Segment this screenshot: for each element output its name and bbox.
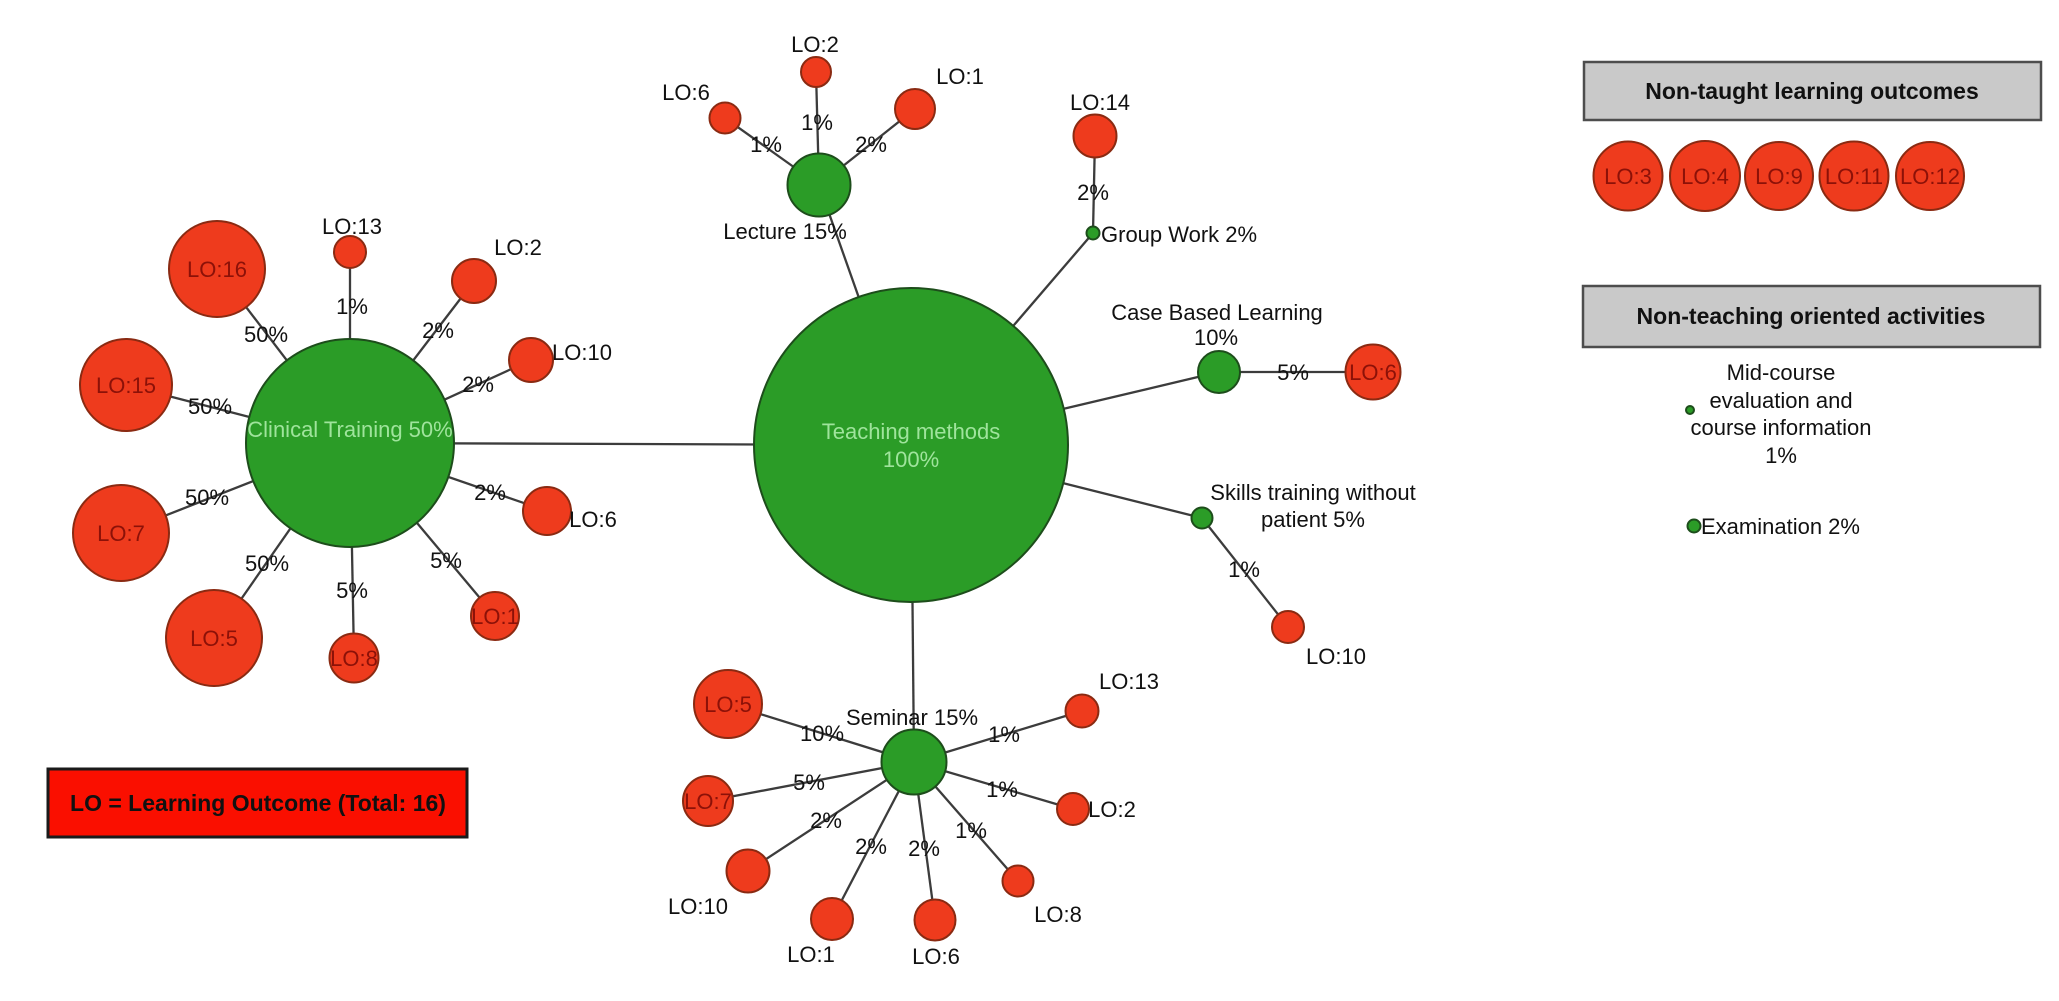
svg-text:LO:1: LO:1 bbox=[471, 604, 519, 629]
svg-text:LO:1: LO:1 bbox=[936, 64, 984, 89]
svg-text:1%: 1% bbox=[1228, 557, 1260, 582]
svg-text:1%: 1% bbox=[801, 110, 833, 135]
svg-text:5%: 5% bbox=[793, 770, 825, 795]
svg-text:LO:7: LO:7 bbox=[97, 521, 145, 546]
svg-text:2%: 2% bbox=[474, 480, 506, 505]
svg-text:evaluation and: evaluation and bbox=[1709, 388, 1852, 413]
svg-text:Examination 2%: Examination 2% bbox=[1701, 514, 1860, 539]
svg-text:LO:16: LO:16 bbox=[187, 257, 247, 282]
svg-text:LO:6: LO:6 bbox=[662, 80, 710, 105]
svg-text:Non-taught learning outcomes: Non-taught learning outcomes bbox=[1645, 78, 1979, 104]
svg-text:LO:2: LO:2 bbox=[1088, 797, 1136, 822]
svg-text:LO:4: LO:4 bbox=[1681, 164, 1729, 189]
svg-text:patient 5%: patient 5% bbox=[1261, 507, 1365, 532]
svg-text:LO:2: LO:2 bbox=[494, 235, 542, 260]
svg-text:LO:1: LO:1 bbox=[787, 942, 835, 967]
svg-text:50%: 50% bbox=[244, 322, 288, 347]
svg-text:LO:11: LO:11 bbox=[1825, 164, 1883, 189]
svg-text:LO:13: LO:13 bbox=[1099, 669, 1159, 694]
svg-text:LO:2: LO:2 bbox=[791, 32, 839, 57]
svg-text:Clinical Training 50%: Clinical Training 50% bbox=[247, 417, 452, 442]
svg-text:Skills training without: Skills training without bbox=[1210, 480, 1415, 505]
svg-text:LO:6: LO:6 bbox=[1349, 360, 1397, 385]
svg-text:5%: 5% bbox=[1277, 360, 1309, 385]
svg-text:50%: 50% bbox=[185, 485, 229, 510]
svg-text:50%: 50% bbox=[245, 551, 289, 576]
svg-text:LO:10: LO:10 bbox=[1306, 644, 1366, 669]
svg-text:LO = Learning Outcome (Total:: LO = Learning Outcome (Total: 16) bbox=[70, 790, 446, 816]
svg-text:Mid-course: Mid-course bbox=[1727, 360, 1836, 385]
svg-text:10%: 10% bbox=[1194, 325, 1238, 350]
svg-text:1%: 1% bbox=[986, 777, 1018, 802]
svg-text:LO:12: LO:12 bbox=[1900, 164, 1960, 189]
svg-text:10%: 10% bbox=[800, 721, 844, 746]
svg-text:LO:10: LO:10 bbox=[552, 340, 612, 365]
svg-text:1%: 1% bbox=[336, 294, 368, 319]
svg-text:100%: 100% bbox=[883, 447, 939, 472]
svg-text:2%: 2% bbox=[855, 834, 887, 859]
svg-text:1%: 1% bbox=[955, 818, 987, 843]
svg-text:LO:6: LO:6 bbox=[912, 944, 960, 969]
svg-text:LO:13: LO:13 bbox=[322, 214, 382, 239]
svg-text:LO:7: LO:7 bbox=[684, 789, 732, 814]
svg-text:Group Work 2%: Group Work 2% bbox=[1101, 222, 1257, 247]
svg-text:2%: 2% bbox=[462, 372, 494, 397]
svg-text:2%: 2% bbox=[855, 132, 887, 157]
svg-text:course information: course information bbox=[1691, 415, 1872, 440]
svg-text:5%: 5% bbox=[430, 548, 462, 573]
svg-text:2%: 2% bbox=[1077, 180, 1109, 205]
svg-text:LO:3: LO:3 bbox=[1604, 164, 1652, 189]
svg-text:2%: 2% bbox=[908, 836, 940, 861]
svg-text:Non-teaching oriented activiti: Non-teaching oriented activities bbox=[1637, 303, 1986, 329]
svg-text:Seminar 15%: Seminar 15% bbox=[846, 705, 978, 730]
svg-text:2%: 2% bbox=[422, 318, 454, 343]
svg-text:LO:9: LO:9 bbox=[1755, 164, 1803, 189]
svg-text:1%: 1% bbox=[1765, 443, 1797, 468]
svg-text:LO:8: LO:8 bbox=[1034, 902, 1082, 927]
svg-text:Case Based Learning: Case Based Learning bbox=[1111, 300, 1323, 325]
svg-text:2%: 2% bbox=[810, 808, 842, 833]
svg-text:LO:5: LO:5 bbox=[190, 626, 238, 651]
svg-text:1%: 1% bbox=[988, 722, 1020, 747]
svg-text:Teaching methods: Teaching methods bbox=[822, 419, 1001, 444]
svg-text:LO:15: LO:15 bbox=[96, 373, 156, 398]
svg-text:Lecture 15%: Lecture 15% bbox=[723, 219, 847, 244]
svg-text:LO:10: LO:10 bbox=[668, 894, 728, 919]
svg-text:50%: 50% bbox=[188, 394, 232, 419]
svg-text:5%: 5% bbox=[336, 578, 368, 603]
svg-text:LO:14: LO:14 bbox=[1070, 90, 1130, 115]
svg-text:LO:5: LO:5 bbox=[704, 692, 752, 717]
svg-text:LO:6: LO:6 bbox=[569, 507, 617, 532]
svg-text:1%: 1% bbox=[750, 132, 782, 157]
svg-text:LO:8: LO:8 bbox=[330, 646, 378, 671]
